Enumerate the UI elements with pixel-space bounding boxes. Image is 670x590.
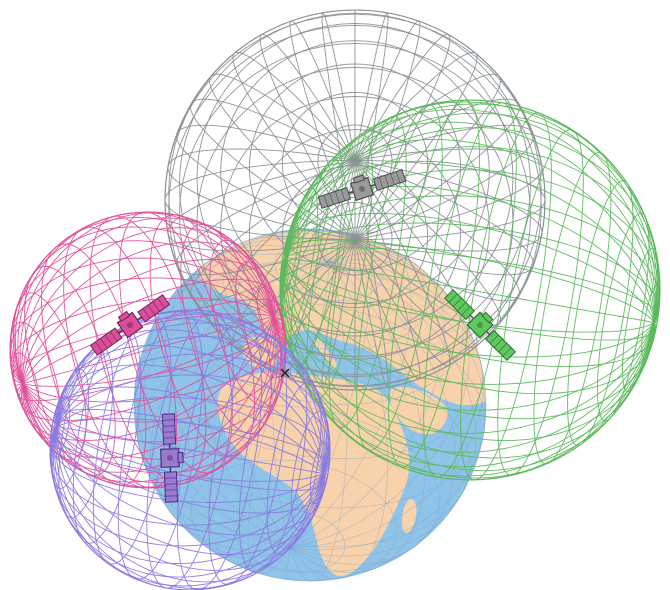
sphere-meridian [53,408,327,492]
sphere-meridian [12,313,284,387]
satellite-icon [443,288,517,362]
earth-land [200,231,486,577]
satellite-icon [89,294,171,356]
land-eurasia [200,231,486,406]
sphere-meridian [247,235,373,575]
land-arabia [389,386,448,435]
earth-graticule [133,228,487,582]
x-mark-icon [280,368,290,378]
sphere-meridian [283,239,657,341]
earth [133,228,487,582]
range-sphere-green [279,99,661,481]
range-sphere-purple [49,309,331,590]
satellite-icon [160,413,184,503]
range-sphere-gray [164,9,546,391]
satellite-icon [317,169,407,209]
